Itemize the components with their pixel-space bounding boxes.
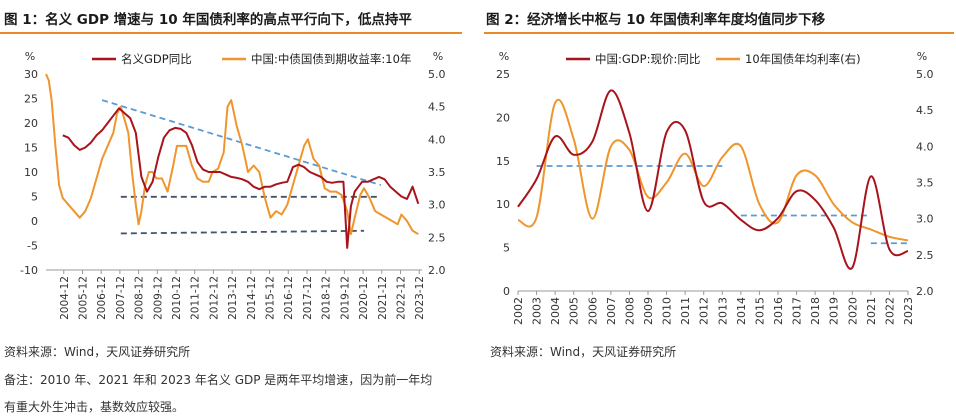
series-gdp-line [518, 90, 908, 268]
x-tick-label: 2009-12 [152, 276, 164, 320]
x-tick-label: 2023-12 [414, 276, 426, 320]
series-nominal-gdp-line [63, 108, 419, 248]
y-right-tick-label: 2.0 [916, 285, 934, 298]
legend-gdp-label: 名义GDP同比 [121, 52, 192, 66]
x-tick-label: 2015-12 [265, 276, 277, 320]
y-tick-label: 25 [496, 68, 510, 81]
left-note-line-2: 有重大外生冲击，基数效应较强。 [4, 398, 184, 415]
y-tick-label: -10 [20, 264, 38, 277]
x-tick-label: 2008 [623, 297, 636, 325]
x-tick-label: 2017-12 [302, 276, 314, 320]
y-right-tick-label: 4.0 [428, 133, 446, 146]
x-tick-label: 2019 [828, 297, 841, 325]
x-tick-label: 2016 [772, 297, 785, 325]
y-right-tick-label: 3.5 [428, 166, 446, 179]
y-right-tick-label: 4.5 [428, 101, 446, 114]
x-tick-label: 2011-12 [190, 276, 202, 320]
y-tick-label: 10 [24, 166, 38, 179]
x-tick-label: 2018-12 [321, 276, 333, 320]
right-title-rule [484, 32, 954, 34]
y-right-tick-label: 3.5 [916, 177, 934, 190]
x-tick-label: 2020-12 [358, 276, 370, 320]
y-right-tick-label: 4.5 [916, 104, 934, 117]
right-source: 资料来源：Wind，天风证券研究所 [490, 343, 676, 360]
x-tick-label: 2020 [846, 297, 859, 325]
y-right-tick-label: 4.0 [916, 140, 934, 153]
y-tick-label: 10 [496, 198, 510, 211]
left-axis-unit: % [499, 50, 509, 63]
x-tick-label: 2004-12 [59, 276, 71, 320]
x-tick-label: 2005-12 [77, 276, 89, 320]
x-tick-label: 2012-12 [208, 276, 220, 320]
x-tick-label: 2005 [568, 297, 581, 325]
x-tick-label: 2023 [902, 297, 915, 325]
left-title-rule [0, 32, 462, 34]
x-tick-label: 2009 [642, 297, 655, 325]
trend-line-grey [121, 231, 364, 234]
x-tick-label: 2022-12 [395, 276, 407, 320]
x-tick-label: 2012 [698, 297, 711, 325]
left-chart-title: 图 1：名义 GDP 增速与 10 年国债利率的高点平行向下，低点持平 [4, 8, 412, 28]
series-bond-yield-line [518, 100, 908, 241]
y-tick-label: 30 [24, 68, 38, 81]
y-right-tick-label: 5.0 [916, 68, 934, 81]
x-tick-label: 2004 [549, 297, 562, 325]
x-tick-label: 2013 [716, 297, 729, 325]
legend-yield-label: 10年国债年均利率(右) [745, 52, 861, 66]
x-tick-label: 2021 [865, 297, 878, 325]
legend-yield-label: 中国:中债国债到期收益率:10年 [251, 52, 411, 66]
y-tick-label: 0 [31, 215, 38, 228]
y-right-tick-label: 3.0 [916, 213, 934, 226]
y-tick-label: 0 [503, 285, 510, 298]
right-chart-title: 图 2：经济增长中枢与 10 年国债利率年度均值同步下移 [486, 8, 825, 28]
x-tick-label: 2007 [605, 297, 618, 325]
x-tick-label: 2013-12 [227, 276, 239, 320]
y-right-tick-label: 2.5 [916, 249, 934, 262]
left-axis-unit: % [25, 50, 35, 63]
left-note-line-1: 备注：2010 年、2021 年和 2023 年名义 GDP 是两年平均增速，因… [4, 371, 432, 388]
left-source: 资料来源：Wind，天风证券研究所 [4, 343, 190, 360]
y-tick-label: -5 [27, 240, 38, 253]
y-tick-label: 25 [24, 93, 38, 106]
x-tick-label: 2008-12 [134, 276, 146, 320]
x-tick-label: 2018 [809, 297, 822, 325]
y-right-tick-label: 2.0 [428, 264, 446, 277]
y-tick-label: 5 [31, 191, 38, 204]
y-tick-label: 20 [24, 117, 38, 130]
x-tick-label: 2002 [512, 297, 525, 325]
x-tick-label: 2022 [883, 297, 896, 325]
x-tick-label: 2006-12 [96, 276, 108, 320]
y-tick-label: 5 [503, 242, 510, 255]
y-right-tick-label: 2.5 [428, 231, 446, 244]
x-tick-label: 2017 [791, 297, 804, 325]
x-tick-label: 2006 [586, 297, 599, 325]
right-axis-unit: % [917, 50, 927, 63]
left-chart: % % 30 25 20 15 10 5 0 -5 -10 5.0 4.5 4.0 3.5 3.0 2.5 2.0… [0, 40, 470, 340]
y-right-tick-label: 3.0 [428, 199, 446, 212]
y-right-tick-label: 5.0 [428, 68, 446, 81]
x-tick-label: 2003 [531, 297, 544, 325]
right-axis-unit: % [433, 50, 443, 63]
y-tick-label: 15 [496, 155, 510, 168]
legend-gdp-label: 中国:GDP:现价:同比 [595, 52, 700, 66]
x-tick-label: 2021-12 [377, 276, 389, 320]
x-tick-label: 2014-12 [246, 276, 258, 320]
series-bond-yield-line [46, 74, 418, 234]
y-tick-label: 15 [24, 142, 38, 155]
x-tick-label: 2010 [661, 297, 674, 325]
x-tick-label: 2010-12 [171, 276, 183, 320]
x-tick-label: 2007-12 [115, 276, 127, 320]
x-tick-label: 2015 [753, 297, 766, 325]
x-tick-label: 2011 [679, 297, 692, 325]
y-tick-label: 20 [496, 111, 510, 124]
x-tick-label: 2014 [735, 297, 748, 325]
x-tick-label: 2016-12 [283, 276, 295, 320]
x-tick-label: 2019-12 [339, 276, 351, 320]
